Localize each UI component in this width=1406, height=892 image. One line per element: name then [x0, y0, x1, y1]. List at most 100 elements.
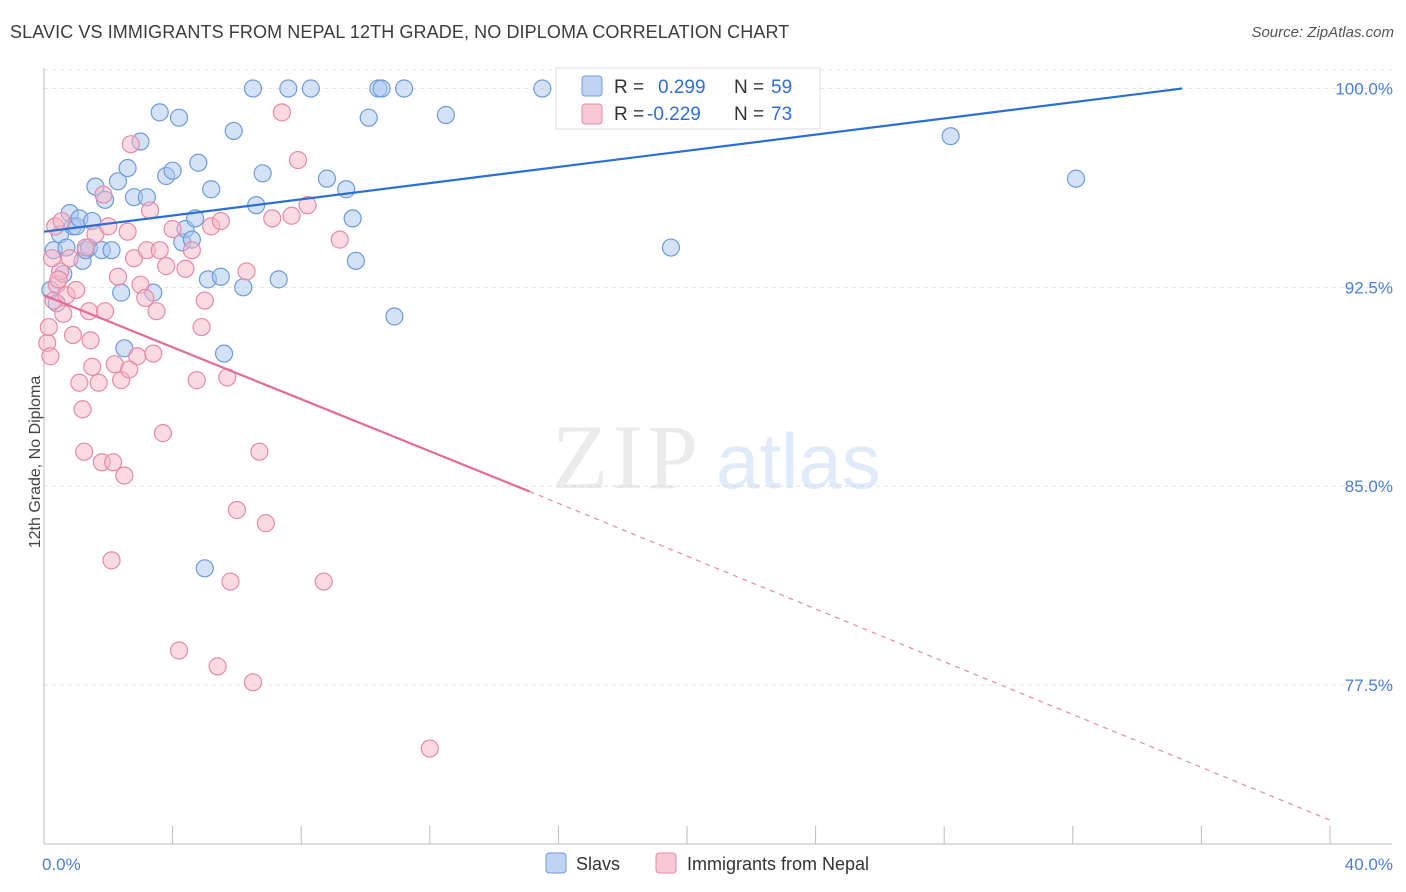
data-point [234, 278, 253, 297]
data-point [94, 185, 113, 204]
data-point [195, 291, 214, 310]
data-point [189, 153, 208, 172]
trend-lines [43, 87, 1331, 821]
data-point [385, 307, 404, 326]
data-point [49, 270, 68, 289]
legend-top: R = 0.299 N = 59 R = -0.229 N = 73 [555, 67, 821, 130]
data-point [39, 317, 58, 337]
data-point [153, 424, 173, 443]
data-point [41, 347, 60, 366]
data-point [211, 211, 230, 231]
data-point [214, 344, 234, 363]
data-point [256, 514, 275, 533]
data-point [157, 257, 176, 276]
legend-n-label-2: N = [734, 104, 764, 125]
data-point [301, 79, 320, 98]
legend-r-label-2: R = [614, 104, 644, 125]
data-point [136, 288, 155, 308]
series-nepal [38, 103, 439, 758]
bottom-legend-label-slavs: Slavs [576, 854, 620, 874]
data-point [67, 280, 86, 300]
data-point [42, 249, 62, 268]
data-point [202, 180, 221, 199]
bottom-legend-swatch-nepal [655, 852, 677, 874]
data-point [81, 331, 100, 350]
y-tick-label: 100.0% [1335, 80, 1393, 99]
legend-swatch-nepal [581, 103, 603, 125]
data-point [52, 211, 71, 231]
data-point [243, 673, 263, 692]
legend-r-label-1: R = [614, 77, 644, 98]
data-point [227, 500, 246, 520]
data-point [661, 238, 681, 257]
data-point [317, 169, 337, 188]
bottom-legend-label-nepal: Immigrants from Nepal [687, 854, 869, 874]
bottom-legend-swatch-slavs [545, 852, 567, 874]
data-point [147, 302, 166, 321]
data-point [208, 657, 227, 676]
data-point [394, 79, 414, 98]
data-point [70, 373, 89, 392]
data-point [182, 241, 201, 260]
data-point [343, 209, 362, 228]
data-point [269, 270, 288, 289]
data-point [99, 217, 118, 236]
data-point [272, 103, 292, 122]
data-point [144, 344, 163, 363]
data-point [314, 572, 333, 591]
y-axis-label: 12th Grade, No Diploma [27, 376, 44, 549]
data-point [108, 172, 128, 191]
data-point [115, 466, 134, 485]
data-point [63, 325, 83, 345]
data-point [436, 105, 455, 125]
legend-swatch-slavs [581, 75, 603, 97]
tick-labels: 77.5% 85.0% 92.5% 100.0% 0.0% 40.0% [42, 80, 1393, 874]
data-point [263, 209, 282, 228]
data-point [330, 230, 349, 249]
trend-line-dashed [529, 490, 1331, 821]
data-point [150, 103, 169, 122]
data-point [420, 739, 439, 758]
legend-n-label-1: N = [734, 77, 764, 98]
data-point [83, 357, 102, 376]
data-point [163, 219, 182, 239]
x-tick-label: 40.0% [1345, 855, 1393, 874]
data-point [941, 127, 960, 146]
data-point [75, 442, 94, 461]
legend-r-value-slavs: 0.299 [658, 77, 706, 98]
trend-line [43, 294, 530, 493]
data-point [187, 371, 206, 390]
data-point [163, 161, 182, 180]
data-point [243, 79, 263, 98]
data-point [221, 572, 240, 591]
data-point [169, 108, 189, 127]
source-label: Source: ZipAtlas.com [1251, 24, 1394, 41]
data-point [150, 241, 169, 260]
axes [43, 68, 1392, 845]
data-point [89, 373, 108, 392]
data-point [108, 267, 128, 286]
chart-title: SLAVIC VS IMMIGRANTS FROM NEPAL 12TH GRA… [10, 22, 790, 42]
legend-n-value-slavs: 59 [771, 77, 792, 98]
legend-bottom: Slavs Immigrants from Nepal [545, 852, 869, 874]
data-point [372, 79, 391, 98]
data-point [298, 196, 317, 215]
data-point [60, 249, 79, 268]
data-point [76, 238, 95, 257]
data-point [346, 251, 365, 270]
data-point [253, 164, 272, 183]
data-point [121, 135, 140, 154]
data-point [120, 360, 139, 379]
data-point [282, 206, 301, 225]
data-point [359, 108, 378, 127]
data-point [533, 79, 552, 98]
y-tick-label: 92.5% [1345, 278, 1393, 297]
data-point [169, 641, 189, 660]
data-point [118, 222, 137, 241]
data-point [104, 453, 123, 472]
data-point [102, 241, 121, 260]
y-tick-label: 77.5% [1345, 676, 1393, 695]
legend-n-value-nepal: 73 [771, 104, 792, 125]
data-point [176, 259, 195, 278]
